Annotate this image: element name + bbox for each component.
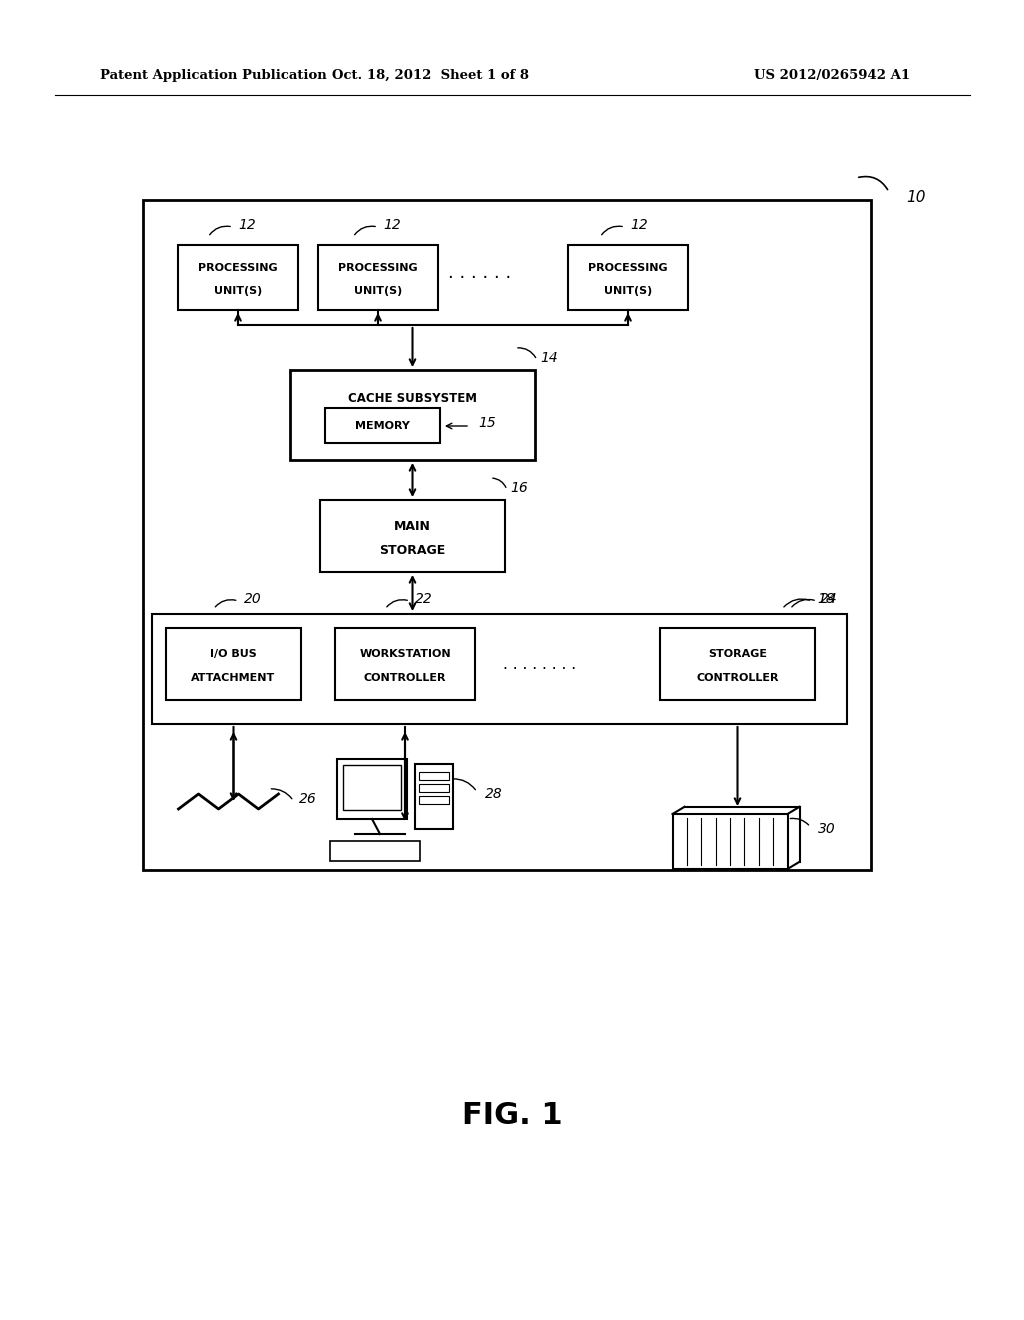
Bar [419, 772, 449, 780]
Text: 12: 12 [238, 218, 256, 232]
Text: 22: 22 [415, 591, 433, 606]
Text: CACHE SUBSYSTEM: CACHE SUBSYSTEM [348, 392, 477, 404]
Text: PROCESSING: PROCESSING [199, 263, 278, 273]
Text: MAIN: MAIN [394, 520, 431, 532]
Bar [166, 628, 301, 700]
Text: UNIT(S): UNIT(S) [354, 286, 402, 296]
Text: 18: 18 [817, 591, 835, 606]
Text: 30: 30 [817, 822, 836, 836]
Text: UNIT(S): UNIT(S) [214, 286, 262, 296]
Text: CONTROLLER: CONTROLLER [364, 673, 446, 682]
Text: PROCESSING: PROCESSING [588, 263, 668, 273]
Text: US 2012/0265942 A1: US 2012/0265942 A1 [754, 69, 910, 82]
Bar [290, 370, 535, 459]
Bar [318, 246, 438, 310]
Text: 28: 28 [485, 787, 503, 801]
Bar [337, 759, 407, 818]
Text: MEMORY: MEMORY [355, 421, 410, 432]
Text: 16: 16 [510, 480, 527, 495]
Text: · · · · · · · ·: · · · · · · · · [504, 661, 577, 676]
Text: 15: 15 [478, 416, 496, 430]
Bar [660, 628, 815, 700]
Bar [419, 784, 449, 792]
Bar [152, 614, 847, 723]
Text: 26: 26 [299, 792, 316, 807]
Text: I/O BUS: I/O BUS [210, 649, 257, 659]
Text: 10: 10 [906, 190, 926, 205]
Text: 12: 12 [383, 218, 400, 232]
Text: ATTACHMENT: ATTACHMENT [191, 673, 275, 682]
Text: 24: 24 [820, 591, 838, 606]
Text: STORAGE: STORAGE [379, 544, 445, 557]
Text: 12: 12 [630, 218, 648, 232]
Bar [178, 246, 298, 310]
Text: PROCESSING: PROCESSING [338, 263, 418, 273]
Bar [343, 766, 401, 810]
Bar [415, 764, 453, 829]
Bar [143, 201, 871, 870]
Bar [419, 796, 449, 804]
Bar [568, 246, 688, 310]
Bar [335, 628, 475, 700]
Text: UNIT(S): UNIT(S) [604, 286, 652, 296]
Bar [330, 841, 420, 861]
Text: FIG. 1: FIG. 1 [462, 1101, 562, 1130]
Text: · · · · · ·: · · · · · · [449, 269, 512, 286]
Text: 20: 20 [244, 591, 261, 606]
Text: Patent Application Publication: Patent Application Publication [100, 69, 327, 82]
Text: STORAGE: STORAGE [708, 649, 767, 659]
Text: 14: 14 [540, 351, 558, 366]
Bar [673, 814, 787, 869]
Text: WORKSTATION: WORKSTATION [359, 649, 451, 659]
Text: CONTROLLER: CONTROLLER [696, 673, 778, 682]
Bar [325, 408, 440, 444]
Bar [319, 500, 505, 572]
Text: Oct. 18, 2012  Sheet 1 of 8: Oct. 18, 2012 Sheet 1 of 8 [332, 69, 528, 82]
